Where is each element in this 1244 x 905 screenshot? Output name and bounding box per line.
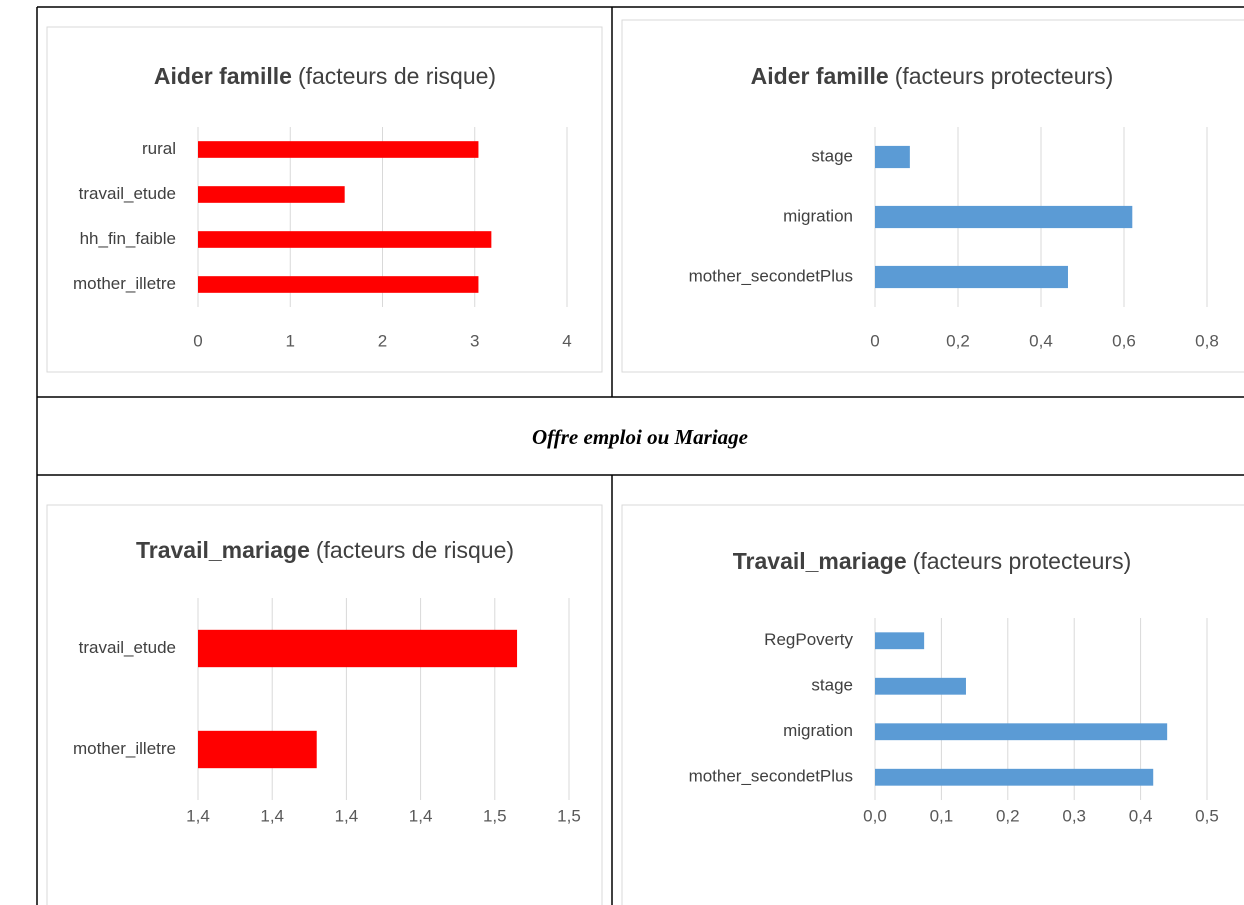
bar	[875, 205, 1133, 229]
x-tick-label: 0,8	[1195, 331, 1219, 350]
y-tick-label: travail_etude	[79, 638, 176, 657]
bar	[875, 145, 910, 169]
chart-title: Aider famille (facteurs de risque)	[154, 63, 496, 89]
x-tick-label: 1,5	[557, 806, 581, 825]
x-tick-label: 3	[470, 331, 479, 350]
bar	[875, 265, 1068, 289]
bar	[875, 723, 1168, 741]
title-sub: (facteurs protecteurs)	[913, 548, 1132, 574]
y-tick-label: stage	[811, 146, 853, 165]
chart-title: Aider famille (facteurs protecteurs)	[751, 63, 1114, 89]
title-main: Aider famille	[751, 63, 889, 89]
x-tick-label: 0	[193, 331, 202, 350]
bar	[875, 632, 925, 650]
x-tick-label: 4	[562, 331, 571, 350]
y-tick-label: rural	[142, 139, 176, 158]
chart-frame	[46, 504, 603, 905]
y-tick-label: travail_etude	[79, 184, 176, 203]
chart-frame	[46, 26, 603, 373]
title-main: Travail_mariage	[733, 548, 907, 574]
x-tick-label: 1,5	[483, 806, 507, 825]
x-tick-label: 1	[286, 331, 295, 350]
bar	[875, 677, 966, 695]
title-main: Aider famille	[154, 63, 292, 89]
x-tick-label: 0,4	[1129, 806, 1153, 825]
x-tick-label: 0,3	[1062, 806, 1086, 825]
x-tick-label: 0,6	[1112, 331, 1136, 350]
x-tick-label: 1,4	[260, 806, 284, 825]
y-tick-label: mother_secondetPlus	[689, 767, 853, 786]
y-tick-label: mother_illetre	[73, 739, 176, 758]
y-tick-label: migration	[783, 206, 853, 225]
caption: Offre emploi ou Mariage	[532, 425, 748, 449]
y-tick-label: RegPoverty	[764, 630, 853, 649]
bar	[198, 231, 492, 248]
y-tick-label: mother_secondetPlus	[689, 266, 853, 285]
title-sub: (facteurs de risque)	[298, 63, 496, 89]
bar	[198, 730, 317, 769]
title-sub: (facteurs de risque)	[316, 537, 514, 563]
bar	[875, 768, 1154, 786]
y-tick-label: migration	[783, 721, 853, 740]
title-main: Travail_mariage	[136, 537, 310, 563]
title-sub: (facteurs protecteurs)	[895, 63, 1114, 89]
x-tick-label: 0	[870, 331, 879, 350]
chart-frame	[621, 504, 1244, 905]
y-tick-label: mother_illetre	[73, 274, 176, 293]
x-tick-label: 0,2	[946, 331, 970, 350]
chart-frame	[621, 19, 1244, 373]
bar	[198, 629, 518, 668]
x-tick-label: 2	[378, 331, 387, 350]
x-tick-label: 0,1	[930, 806, 954, 825]
y-tick-label: stage	[811, 676, 853, 695]
bar	[198, 141, 479, 158]
x-tick-label: 0,2	[996, 806, 1020, 825]
bar	[198, 276, 479, 293]
x-tick-label: 0,4	[1029, 331, 1053, 350]
y-tick-label: hh_fin_faible	[80, 229, 176, 248]
chart-title: Travail_mariage (facteurs protecteurs)	[733, 548, 1132, 574]
x-tick-label: 0,5	[1195, 806, 1219, 825]
x-tick-label: 1,4	[409, 806, 433, 825]
x-tick-label: 1,4	[335, 806, 359, 825]
chart-title: Travail_mariage (facteurs de risque)	[136, 537, 514, 563]
x-tick-label: 0,0	[863, 806, 887, 825]
bar	[198, 186, 345, 203]
x-tick-label: 1,4	[186, 806, 210, 825]
